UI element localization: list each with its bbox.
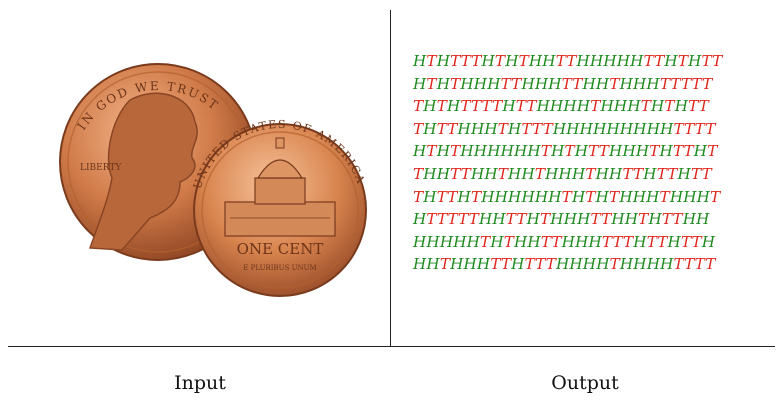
sequence-row: HTTTTTHHTTHTHHHTTHHTHTTHH bbox=[413, 210, 710, 229]
sequence-row: THTTHHHTHTTTHHHHHHHHHTTTT bbox=[413, 119, 716, 138]
sequence-row: THHTTHHTHHTHHHTHHTTHTTHTT bbox=[413, 164, 712, 183]
sequence-row: HHHHHTHTHHTTHHHTTTHTTHTTH bbox=[413, 232, 716, 251]
penny-reverse: UNITED STATES OF AMERICA ONE CENT E PLUR… bbox=[191, 118, 367, 297]
coin-back-value: ONE CENT bbox=[237, 240, 324, 258]
sequence-row: HTHTHHHTTHHHTTHHTHHHTTTTT bbox=[413, 74, 713, 93]
sequence-row: HHTHHHTTHTTTHHHHTHHHHTTTT bbox=[413, 255, 716, 274]
output-caption: Output bbox=[551, 372, 619, 394]
sequence-row: HTHTHHHHHHTHTHTTHHHTHTTHT bbox=[413, 142, 718, 161]
sequence-row: THTTHTHHHHHHTHTHTHHHTHHHT bbox=[413, 187, 721, 206]
vertical-divider bbox=[390, 10, 391, 346]
input-caption: Input bbox=[174, 372, 226, 394]
coin-back-motto: E PLURIBUS UNUM bbox=[243, 264, 316, 272]
sequence-row: THTHTTTTHTTHHHHTHHHTHTHTT bbox=[413, 97, 709, 116]
horizontal-divider bbox=[8, 346, 775, 347]
coin-flip-sequences: HTHTTTHTHTHHTTHHHHHTTHTHTT HTHTHHHTTHHHTT… bbox=[413, 50, 763, 276]
coin-front-liberty: LIBERTY bbox=[80, 163, 122, 173]
penny-coins-image: IN GOD WE TRUST LIBERTY UNITED STATES OF… bbox=[59, 63, 367, 297]
sequence-row: HTHTTTHTHTHHTTHHHHHTTHTHTT bbox=[413, 52, 723, 70]
